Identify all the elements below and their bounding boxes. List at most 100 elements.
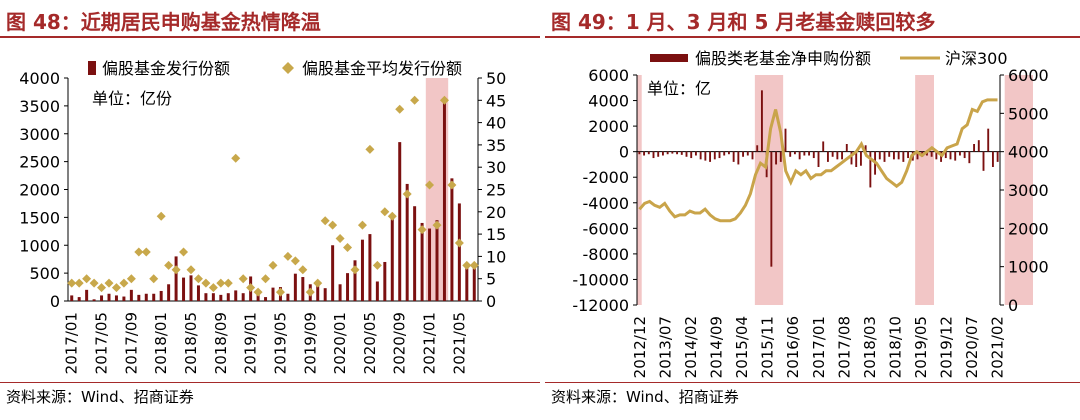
figure-49-title: 图 49：1 月、3 月和 5 月老基金赎回较多: [551, 10, 936, 34]
bar: [264, 297, 268, 301]
diamond-point: [89, 278, 99, 288]
bar: [196, 285, 200, 301]
bar: [718, 151, 721, 159]
bar: [70, 295, 74, 301]
right-tick-label: 0: [1008, 296, 1018, 315]
bar: [122, 296, 126, 301]
diamond-point: [343, 242, 353, 252]
diamond-point: [208, 283, 218, 293]
x-tick-label: 2018/05: [182, 312, 200, 374]
diamond-point: [134, 247, 144, 257]
x-tick-label: 2019/05: [912, 316, 930, 378]
x-tick-label: 2014/09: [708, 316, 726, 378]
diamond-point: [156, 211, 166, 221]
diamond-point: [305, 287, 315, 297]
bar: [680, 151, 683, 155]
unit-note: 单位：亿: [647, 79, 711, 98]
bar: [699, 151, 702, 160]
bar: [338, 284, 342, 301]
left-tick-label: 1500: [19, 208, 60, 227]
bar: [182, 277, 186, 301]
bar: [375, 281, 379, 301]
diamond-point: [193, 274, 203, 284]
bar: [331, 245, 335, 301]
bar: [293, 273, 297, 301]
left-tick-label: 4000: [19, 69, 60, 88]
left-tick-label: 0: [50, 292, 60, 311]
bar: [812, 151, 815, 159]
x-tick-label: 2021/01: [421, 312, 439, 374]
diamond-point: [462, 260, 472, 270]
right-tick-label: 6000: [1008, 66, 1049, 85]
bar: [85, 289, 89, 301]
bar: [789, 151, 792, 157]
left-tick-label: -4000: [583, 194, 630, 213]
right-tick-label: 45: [486, 91, 506, 110]
right-tick-label: 5000: [1008, 104, 1049, 123]
bar: [930, 151, 933, 157]
left-tick-label: 2000: [19, 181, 60, 200]
diamond-point: [283, 251, 293, 261]
x-tick-label: 2020/05: [361, 312, 379, 374]
bar: [167, 284, 171, 301]
diamond-point: [119, 278, 129, 288]
diamond-point: [313, 278, 323, 288]
bar: [831, 151, 834, 157]
bar: [159, 290, 163, 301]
diamond-point: [432, 220, 442, 230]
diamond-point: [387, 211, 397, 221]
bar: [925, 151, 928, 156]
bar: [751, 151, 754, 160]
figure-48-panel: 图 48：近期居民申购基金热情降温 0 500 1000 1500 2000 2500 30…: [0, 10, 540, 406]
left-tick-label: 3000: [19, 125, 60, 144]
diamond-point: [365, 144, 375, 154]
left-tick-label: 3500: [19, 97, 60, 116]
bar: [100, 295, 104, 301]
diamond-point: [201, 278, 211, 288]
diamond-point: [357, 220, 367, 230]
shaded-period: [754, 75, 784, 305]
diamond-point: [275, 287, 285, 297]
right-tick-label: 15: [486, 225, 506, 244]
bar: [129, 289, 133, 301]
bar: [152, 293, 156, 301]
bar: [756, 145, 759, 152]
bar: [671, 151, 674, 154]
left-tick-label: 6000: [588, 66, 629, 85]
bar: [826, 151, 829, 162]
bar: [883, 151, 886, 162]
shaded-period: [915, 75, 934, 305]
bar: [316, 282, 320, 301]
x-tick-label: 2017/01: [63, 312, 81, 374]
bar: [935, 151, 938, 160]
left-tick-label: 2500: [19, 153, 60, 172]
bar: [944, 151, 947, 159]
bar: [219, 294, 223, 301]
bar: [968, 151, 971, 164]
bar: [174, 256, 178, 301]
figure-48-top-rule: [0, 36, 540, 38]
right-tick-label: 1000: [1008, 258, 1049, 277]
bar: [472, 266, 476, 301]
left-tick-label: -2000: [583, 168, 630, 187]
right-tick-label: 0: [486, 292, 496, 311]
bar: [878, 151, 881, 160]
bar: [855, 151, 858, 167]
bar: [144, 293, 148, 301]
diamond-point: [328, 220, 338, 230]
bar: [864, 145, 867, 152]
x-tick-label: 2017/01: [810, 316, 828, 378]
bar: [859, 151, 862, 166]
figure-48-bottom-rule: [0, 382, 540, 383]
bar: [638, 151, 641, 155]
x-tick-label: 2013/07: [657, 316, 675, 378]
bar: [845, 144, 848, 152]
figure-48-source: 资料来源：Wind、招商证券: [6, 388, 194, 406]
diamond-point: [253, 287, 263, 297]
left-tick-label: -6000: [583, 219, 630, 238]
bar: [713, 151, 716, 160]
diamond-point: [246, 283, 256, 293]
diamond-point: [82, 274, 92, 284]
x-tick-label: 2019/05: [271, 312, 289, 374]
legend-bar-label: 偏股基金发行份额: [102, 59, 230, 78]
